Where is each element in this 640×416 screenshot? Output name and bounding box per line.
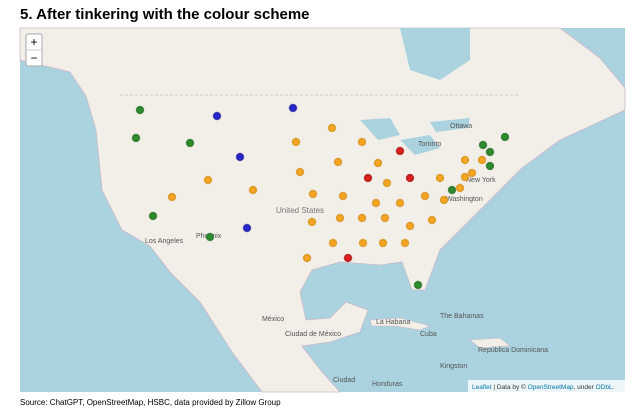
map-label: Cuba — [420, 331, 437, 338]
marker — [382, 178, 392, 188]
marker — [248, 185, 258, 195]
marker — [363, 173, 373, 183]
map-label: República Dominicana — [478, 347, 548, 354]
marker — [400, 238, 410, 248]
marker — [235, 152, 245, 162]
marker — [307, 217, 317, 227]
map-label: La Habana — [376, 319, 410, 326]
map-label: Kingston — [440, 363, 467, 370]
marker — [485, 161, 495, 171]
marker — [212, 111, 222, 121]
marker — [427, 215, 437, 225]
map-label: Los Angeles — [145, 238, 184, 245]
marker — [327, 123, 337, 133]
marker — [485, 147, 495, 157]
map-label: Ciudad — [333, 377, 355, 384]
marker — [242, 223, 252, 233]
zoom-in[interactable]: + — [30, 35, 37, 49]
marker — [357, 213, 367, 223]
marker — [371, 198, 381, 208]
odbl-link[interactable]: ODbL. — [596, 384, 615, 391]
marker — [413, 280, 423, 290]
attribution-text: , under — [574, 384, 595, 391]
marker — [167, 192, 177, 202]
marker — [148, 211, 158, 221]
marker — [333, 157, 343, 167]
marker — [477, 155, 487, 165]
great-lakes — [360, 118, 470, 155]
marker — [378, 238, 388, 248]
cuba-island — [369, 317, 431, 331]
title: 5. After tinkering with the colour schem… — [20, 6, 310, 23]
marker — [131, 133, 141, 143]
marker — [478, 140, 488, 150]
map-label: México — [262, 316, 284, 323]
marker — [380, 213, 390, 223]
marker — [439, 195, 449, 205]
markers — [131, 103, 510, 290]
marker — [203, 175, 213, 185]
marker — [500, 132, 510, 142]
marker — [447, 185, 457, 195]
land — [19, 27, 626, 393]
attribution-box — [468, 380, 625, 392]
marker — [405, 173, 415, 183]
marker — [357, 137, 367, 147]
marker — [295, 167, 305, 177]
marker — [291, 137, 301, 147]
marker — [308, 189, 318, 199]
marker — [467, 168, 477, 178]
marker — [460, 172, 470, 182]
marker — [302, 253, 312, 263]
source: Source: ChatGPT, OpenStreetMap, HSBC, da… — [20, 398, 281, 407]
zoom-out[interactable]: − — [30, 51, 37, 65]
marker — [335, 213, 345, 223]
marker — [435, 173, 445, 183]
osm-link[interactable]: OpenStreetMap — [528, 384, 574, 391]
map-label: Toronto — [418, 141, 441, 148]
marker — [338, 191, 348, 201]
marker — [205, 232, 215, 242]
marker — [405, 221, 415, 231]
map-label: Ottawa — [450, 123, 472, 130]
map-label: United States — [276, 206, 324, 215]
zoom-control: + − — [25, 33, 43, 67]
hispaniola — [469, 337, 511, 349]
marker — [328, 238, 338, 248]
hudson-bay — [400, 28, 470, 80]
marker — [455, 183, 465, 193]
marker — [185, 138, 195, 148]
attribution-text: | Data by © — [493, 383, 526, 391]
marker — [288, 103, 298, 113]
map-label: Honduras — [372, 381, 403, 388]
marker — [395, 198, 405, 208]
marker — [135, 105, 145, 115]
map-label: Washington — [446, 196, 483, 203]
map-label: Ciudad de México — [285, 331, 341, 338]
map-label: The Bahamas — [440, 313, 484, 320]
marker — [373, 158, 383, 168]
marker — [358, 238, 368, 248]
marker — [420, 191, 430, 201]
attribution: Leaflet | Data by © OpenStreetMap, under… — [472, 383, 615, 391]
map: Ottawa Toronto New York Washington Unite… — [19, 27, 626, 393]
marker — [395, 146, 405, 156]
map-label: New York — [466, 177, 496, 184]
marker — [343, 253, 353, 263]
marker — [460, 155, 470, 165]
leaflet-link[interactable]: Leaflet — [472, 384, 492, 391]
